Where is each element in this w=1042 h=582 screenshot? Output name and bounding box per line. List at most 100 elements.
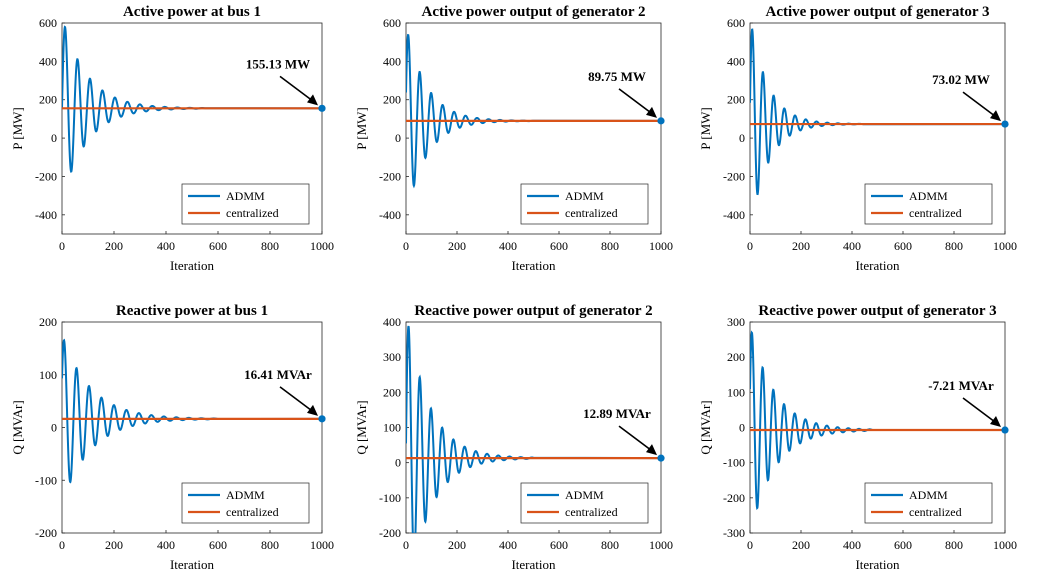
y-tick-label: -100 — [723, 456, 745, 470]
x-axis-label: Iteration — [170, 258, 215, 273]
annotation-label: 155.13 MW — [246, 56, 310, 71]
y-tick-label: 200 — [383, 93, 401, 107]
chart-title: Active power output of generator 2 — [422, 4, 646, 20]
x-tick-label: 0 — [59, 239, 65, 253]
final-value-marker — [318, 104, 326, 112]
y-tick-label: -200 — [35, 526, 57, 540]
final-value-marker — [1001, 120, 1009, 128]
legend-entry: centralized — [909, 505, 962, 519]
y-tick-label: 0 — [395, 131, 401, 145]
admm-series-line — [750, 28, 1005, 196]
y-axis-label: Q [MVAr] — [698, 400, 713, 454]
y-tick-label: -100 — [35, 473, 57, 487]
y-tick-label: 0 — [51, 131, 57, 145]
admm-series-line — [62, 25, 322, 173]
x-axis-label: Iteration — [170, 557, 215, 572]
x-tick-label: 600 — [550, 538, 568, 552]
x-tick-label: 400 — [157, 239, 175, 253]
legend-box — [520, 183, 649, 225]
y-tick-label: 0 — [51, 421, 57, 435]
x-tick-label: 1000 — [310, 538, 334, 552]
x-tick-label: 200 — [792, 538, 810, 552]
x-tick-label: 600 — [209, 538, 227, 552]
annotation-arrowhead — [646, 444, 657, 456]
y-axis-label: P [MW] — [354, 107, 369, 150]
legend-entry: centralized — [909, 206, 962, 220]
y-tick-label: -400 — [35, 208, 57, 222]
x-axis-label: Iteration — [511, 557, 556, 572]
y-tick-label: 200 — [727, 93, 745, 107]
x-tick-label: 200 — [448, 239, 466, 253]
y-tick-label: 100 — [727, 385, 745, 399]
legend-box — [864, 482, 993, 524]
legend-entry: centralized — [565, 206, 618, 220]
y-tick-label: -200 — [723, 169, 745, 183]
chart-panel-1: Active power at bus 1 0 200 400 600 800 1000 -4… — [10, 4, 334, 273]
x-tick-label: 600 — [209, 239, 227, 253]
legend-entry: centralized — [226, 206, 279, 220]
y-tick-label: -200 — [379, 169, 401, 183]
final-value-marker — [657, 454, 665, 462]
y-tick-label: 200 — [727, 350, 745, 364]
chart-panel-6: Reactive power output of generator 3 0 200… — [698, 303, 1017, 572]
y-tick-label: -400 — [723, 208, 745, 222]
x-tick-label: 400 — [843, 239, 861, 253]
y-tick-label: -100 — [379, 491, 401, 505]
final-value-marker — [318, 415, 326, 423]
y-tick-label: 400 — [383, 315, 401, 329]
y-axis-label: Q [MVAr] — [354, 400, 369, 454]
chart-title: Reactive power output of generator 3 — [758, 303, 996, 319]
legend-entry: centralized — [226, 505, 279, 519]
y-tick-label: 300 — [727, 315, 745, 329]
x-tick-label: 200 — [448, 538, 466, 552]
x-tick-label: 1000 — [310, 239, 334, 253]
chart-panel-5: Reactive power output of generator 2 0 200… — [354, 303, 673, 572]
chart-panel-2: Active power output of generator 2 0 200 40… — [354, 4, 673, 273]
x-tick-label: 1000 — [649, 538, 673, 552]
final-value-marker — [1001, 426, 1009, 434]
y-axis-label: P [MW] — [10, 107, 25, 150]
admm-series-line — [406, 33, 661, 189]
y-tick-label: -400 — [379, 208, 401, 222]
annotation-arrowhead — [990, 110, 1001, 122]
legend-entry: ADMM — [909, 488, 948, 502]
x-tick-label: 800 — [601, 538, 619, 552]
x-axis-label: Iteration — [855, 557, 900, 572]
y-tick-label: 300 — [383, 350, 401, 364]
x-tick-label: 600 — [550, 239, 568, 253]
y-tick-label: 0 — [739, 421, 745, 435]
y-axis-label: Q [MVAr] — [10, 400, 25, 454]
annotation-arrowhead — [990, 416, 1001, 428]
x-tick-label: 200 — [105, 239, 123, 253]
y-tick-label: 200 — [39, 93, 57, 107]
final-value-marker — [657, 117, 665, 125]
legend-entry: centralized — [565, 505, 618, 519]
admm-series-line — [62, 338, 322, 484]
x-tick-label: 800 — [601, 239, 619, 253]
x-tick-label: 200 — [105, 538, 123, 552]
y-tick-label: 600 — [383, 16, 401, 30]
chart-panel-4: Reactive power at bus 10 200 400 600 800 1000… — [10, 303, 334, 572]
x-tick-label: 200 — [792, 239, 810, 253]
axes-box — [405, 22, 662, 235]
y-tick-label: -200 — [35, 169, 57, 183]
x-tick-label: 0 — [59, 538, 65, 552]
chart-title: Reactive power output of generator 2 — [414, 303, 652, 319]
y-tick-label: 200 — [39, 315, 57, 329]
legend-box — [864, 183, 993, 225]
admm-series-line — [750, 330, 1005, 511]
x-tick-label: 800 — [261, 538, 279, 552]
y-tick-label: 100 — [383, 421, 401, 435]
annotation-label: 16.41 MVAr — [244, 367, 312, 382]
annotation-arrowhead — [646, 106, 657, 118]
annotation-arrowhead — [307, 404, 318, 416]
x-tick-label: 400 — [843, 538, 861, 552]
x-tick-label: 0 — [747, 239, 753, 253]
y-tick-label: 600 — [39, 16, 57, 30]
x-tick-label: 800 — [945, 239, 963, 253]
x-tick-label: 0 — [403, 239, 409, 253]
legend-entry: ADMM — [565, 189, 604, 203]
x-tick-label: 400 — [499, 538, 517, 552]
axes-box — [61, 22, 323, 235]
y-tick-label: 400 — [727, 54, 745, 68]
